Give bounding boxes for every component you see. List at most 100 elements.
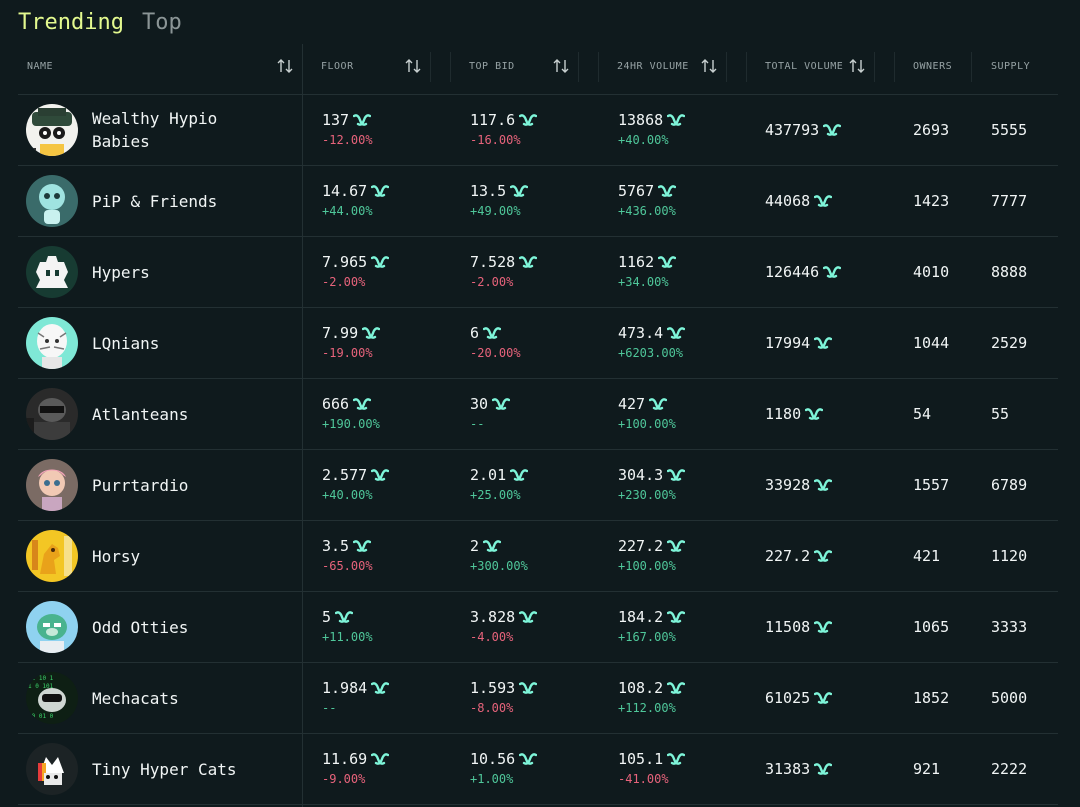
header-divider (894, 52, 895, 82)
header-divider (598, 52, 599, 82)
header-owners[interactable]: OWNERS (913, 61, 953, 72)
header-top-bid[interactable]: TOP BID (469, 61, 515, 72)
hype-token-icon (519, 256, 538, 268)
collection-avatar[interactable] (26, 104, 78, 156)
tab-trending[interactable]: Trending (18, 10, 124, 35)
24hr-volume-change: +436.00% (618, 204, 676, 218)
collection-avatar[interactable] (26, 459, 78, 511)
hype-token-icon (814, 763, 833, 775)
table-row[interactable]: Atlanteans 666 +190.00% 30 -- 427 +100.00% 1180… (18, 379, 1058, 450)
table-row[interactable]: Tiny Hyper Cats 11.69 -9.00% 10.56 +1.00% 105… (18, 734, 1058, 805)
24hr-volume-change: +112.00% (618, 701, 676, 715)
header-divider (726, 52, 727, 82)
collection-avatar[interactable] (26, 317, 78, 369)
table-row[interactable]: Horsy 3.5 -65.00% 2 +300.00% 227.2 +100.00% 227… (18, 521, 1058, 592)
hype-token-icon (658, 256, 677, 268)
top-bid-value: 2 (470, 537, 502, 555)
header-name[interactable]: NAME (27, 61, 54, 72)
hype-token-icon (519, 114, 538, 126)
supply-value: 1120 (991, 547, 1028, 565)
owners-value: 1044 (913, 334, 950, 352)
collection-name[interactable]: Purrtardio (92, 475, 189, 495)
collection-name[interactable]: PiP & Friends (92, 191, 218, 211)
collection-name[interactable]: Tiny Hyper Cats (92, 759, 237, 779)
sort-floor-icon[interactable] (404, 57, 422, 75)
collection-name[interactable]: LQnians (92, 333, 160, 353)
header-total-volume[interactable]: TOTAL VOLUME (765, 61, 844, 72)
floor-change: -2.00% (322, 275, 366, 289)
top-bid-value: 1.593 (470, 679, 538, 697)
hype-token-icon (814, 550, 833, 562)
owners-value: 4010 (913, 263, 950, 281)
header-24hr-volume[interactable]: 24HR VOLUME (617, 61, 689, 72)
collection-avatar[interactable] (26, 601, 78, 653)
header-supply[interactable]: SUPPLY (991, 61, 1031, 72)
total-volume-value: 44068 (765, 192, 833, 210)
collections-table: NAME FLOOR TOP BID 24HR VOLUME TOTAL VOL… (18, 44, 1058, 805)
24hr-volume-value: 227.2 (618, 537, 686, 555)
floor-change: -19.00% (322, 346, 373, 360)
hype-token-icon (814, 195, 833, 207)
total-volume-value: 17994 (765, 334, 833, 352)
table-row[interactable]: Purrtardio 2.577 +40.00% 2.01 +25.00% 304.3 +2… (18, 450, 1058, 521)
sort-total-volume-icon[interactable] (848, 57, 866, 75)
sort-name-icon[interactable] (276, 57, 294, 75)
hype-token-icon (814, 479, 833, 491)
collection-name[interactable]: Wealthy Hypio Babies (92, 109, 218, 151)
floor-value: 137 (322, 111, 372, 129)
owners-value: 1557 (913, 476, 950, 494)
collection-name[interactable]: Odd Otties (92, 617, 189, 637)
owners-value: 1065 (913, 618, 950, 636)
hype-token-icon (483, 540, 502, 552)
24hr-volume-change: +6203.00% (618, 346, 684, 360)
total-volume-value: 61025 (765, 689, 833, 707)
total-volume-value: 11508 (765, 618, 833, 636)
collection-name[interactable]: Atlanteans (92, 404, 189, 424)
24hr-volume-value: 108.2 (618, 679, 686, 697)
24hr-volume-value: 184.2 (618, 608, 686, 626)
table-row[interactable]: Odd Otties 5 +11.00% 3.828 -4.00% 184.2 +167.0… (18, 592, 1058, 663)
supply-value: 5000 (991, 689, 1028, 707)
collection-avatar[interactable] (26, 246, 78, 298)
collection-name[interactable]: Mechacats (92, 688, 179, 708)
top-bid-value: 13.5 (470, 182, 529, 200)
table-row[interactable]: Hypers 7.965 -2.00% 7.528 -2.00% 1162 +34.00% 1… (18, 237, 1058, 308)
sort-top-bid-icon[interactable] (552, 57, 570, 75)
24hr-volume-change: +40.00% (618, 133, 669, 147)
hype-token-icon (510, 469, 529, 481)
header-floor[interactable]: FLOOR (321, 61, 354, 72)
supply-value: 3333 (991, 618, 1028, 636)
24hr-volume-change: +34.00% (618, 275, 669, 289)
floor-value: 666 (322, 395, 372, 413)
24hr-volume-change: +167.00% (618, 630, 676, 644)
floor-change: +190.00% (322, 417, 380, 431)
hype-token-icon (519, 611, 538, 623)
tab-top[interactable]: Top (141, 10, 182, 35)
collection-avatar[interactable] (26, 530, 78, 582)
top-bid-value: 10.56 (470, 750, 538, 768)
floor-change: -- (322, 701, 337, 715)
hype-token-icon (371, 469, 390, 481)
header-divider (874, 52, 875, 82)
sort-24hr-volume-icon[interactable] (700, 57, 718, 75)
collection-avatar[interactable] (26, 743, 78, 795)
hype-token-icon (492, 398, 511, 410)
table-row[interactable]: LQnians 7.99 -19.00% 6 -20.00% 473.4 +6203.00%… (18, 308, 1058, 379)
collection-name[interactable]: Horsy (92, 546, 141, 566)
svg-text:10 01 0: 10 01 0 (28, 713, 54, 720)
collection-avatar[interactable] (26, 175, 78, 227)
hype-token-icon (353, 114, 372, 126)
collection-avatar[interactable] (26, 388, 78, 440)
tab-bar: Trending Top (18, 10, 182, 35)
floor-value: 7.99 (322, 324, 381, 342)
supply-value: 55 (991, 405, 1010, 423)
collection-name[interactable]: Hypers (92, 262, 150, 282)
hype-token-icon (814, 337, 833, 349)
table-row[interactable]: Wealthy Hypio Babies 137 -12.00% 117.6 -16.0… (18, 95, 1058, 166)
hype-token-icon (353, 540, 372, 552)
top-bid-change: -2.00% (470, 275, 514, 289)
table-row[interactable]: PiP & Friends 14.67 +44.00% 13.5 +49.00% 5767… (18, 166, 1058, 237)
floor-change: +40.00% (322, 488, 373, 502)
